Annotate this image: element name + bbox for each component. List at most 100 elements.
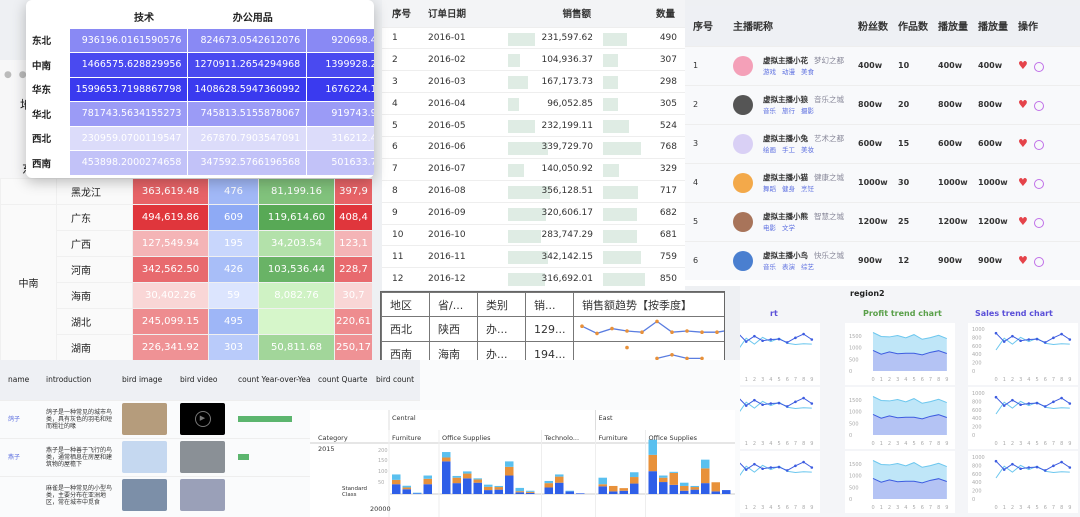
sales-amount: 104,936.37 xyxy=(541,54,593,65)
x-tick: 7 xyxy=(1052,377,1055,383)
popup-row: 西北 230959.0700119547 267870.7903547091 3162… xyxy=(26,125,374,151)
heart-icon[interactable]: ♥ xyxy=(1018,176,1028,189)
anchor-location: 艺术之都 xyxy=(814,134,844,143)
popup-table: 技术 办公用品 家 东北936196.0161590576824673.054261… xyxy=(26,6,374,176)
heart-icon[interactable]: ♥ xyxy=(1018,254,1028,268)
spark-cell: 办... xyxy=(477,316,526,342)
message-icon[interactable] xyxy=(1033,217,1044,228)
point xyxy=(810,402,814,405)
chart-bg xyxy=(968,387,1078,449)
anchor-tag[interactable]: 绘画 xyxy=(763,146,776,154)
anchor-tag[interactable]: 表演 xyxy=(782,263,795,272)
bird-name-link[interactable]: 鸽子 xyxy=(0,399,38,438)
bird-video[interactable] xyxy=(180,479,225,512)
popup-col-header: 办公用品 xyxy=(232,13,273,25)
window-controls[interactable]: ● ● ● xyxy=(4,70,44,80)
message-icon[interactable] xyxy=(1033,178,1044,189)
sparkline-cell xyxy=(573,316,724,342)
bird-header: count Quarter-over-Quarter xyxy=(310,360,368,400)
bird-video[interactable]: ▶ xyxy=(180,403,225,435)
anchor-tag[interactable]: 文学 xyxy=(782,224,795,232)
chart-bg xyxy=(740,323,820,385)
sales-data-bar xyxy=(508,251,549,265)
anchor-name[interactable]: 虚拟主播小兔 xyxy=(763,134,808,143)
quantity: 850 xyxy=(659,273,677,284)
x-tick: 9 xyxy=(810,441,813,447)
anchor-tag[interactable]: 音乐 xyxy=(763,263,776,272)
x-tick: 7 xyxy=(794,505,797,511)
anchor-name[interactable]: 虚拟主播小鸟 xyxy=(763,251,808,261)
y-tick: 50 xyxy=(378,480,385,487)
play-icon[interactable]: ▶ xyxy=(194,411,211,427)
bird-name-link[interactable]: 燕子 xyxy=(0,437,38,476)
sparkline-point xyxy=(715,330,719,334)
x-tick: 7 xyxy=(929,505,932,511)
anchor-tag[interactable]: 美妆 xyxy=(801,146,814,154)
anchor-tag[interactable]: 烹饪 xyxy=(801,185,814,193)
bird-video[interactable] xyxy=(180,441,225,473)
bird-header: introduction xyxy=(38,360,114,400)
sales-line-b xyxy=(995,336,1070,351)
quantity: 305 xyxy=(659,98,677,109)
bottom-tick: 20000 xyxy=(370,505,391,513)
heart-icon[interactable]: ♥ xyxy=(1018,59,1028,72)
avatar xyxy=(733,172,753,193)
bird-header: count Year-over-Year xyxy=(230,360,310,400)
message-icon[interactable] xyxy=(1033,139,1044,150)
heart-icon[interactable]: ♥ xyxy=(1018,137,1028,150)
yoy-bar xyxy=(238,454,249,460)
anchor-tag[interactable]: 动漫 xyxy=(782,68,795,76)
province-cell: 湖北 xyxy=(56,308,133,335)
anchor-name[interactable]: 虚拟主播小猫 xyxy=(763,173,808,182)
message-icon[interactable] xyxy=(1033,100,1044,111)
sales-line-a xyxy=(740,461,813,471)
sales-amount-cell: 320,606.17 xyxy=(506,201,601,225)
category-header: Technolo... xyxy=(544,434,580,442)
bird-image-cell xyxy=(114,437,172,476)
anchor-name[interactable]: 虚拟主播小花 xyxy=(763,56,808,65)
point xyxy=(769,466,773,469)
anchor-tag[interactable]: 舞蹈 xyxy=(763,185,776,193)
anchor-name[interactable]: 虚拟主播小狼 xyxy=(763,95,808,104)
popup-value-cell: 267870.7903547091 xyxy=(187,125,308,151)
x-tick: 5 xyxy=(913,441,916,447)
popup-value-cell: 501633.73201751 xyxy=(306,150,374,176)
bird-name-link[interactable] xyxy=(0,475,38,514)
bar-segment xyxy=(526,492,535,494)
anchor-tag[interactable]: 旅行 xyxy=(782,107,795,115)
anchor-tag[interactable]: 音乐 xyxy=(763,107,776,115)
point xyxy=(1019,403,1022,407)
order-date: 2016-06 xyxy=(418,135,506,159)
anchor-tag[interactable]: 综艺 xyxy=(801,263,814,272)
quantity: 717 xyxy=(659,186,677,197)
anchor-name-cell: 虚拟主播小兔 艺术之都绘画 手工 美妆 xyxy=(725,123,850,163)
anchor-tag[interactable]: 电影 xyxy=(763,224,776,232)
heart-icon[interactable]: ♥ xyxy=(1018,98,1028,111)
message-icon[interactable] xyxy=(1033,256,1044,267)
bird-image[interactable] xyxy=(122,403,167,435)
x-tick: 1 xyxy=(745,441,748,447)
point xyxy=(785,469,789,472)
anchor-tag[interactable]: 美食 xyxy=(801,68,814,76)
anchor-tag[interactable]: 手工 xyxy=(782,146,795,154)
anchor-tag[interactable]: 摄影 xyxy=(801,107,814,115)
x-tick: 2 xyxy=(1011,505,1014,511)
y-tick: 0 xyxy=(972,497,975,503)
bird-image[interactable] xyxy=(122,441,167,473)
heart-icon[interactable]: ♥ xyxy=(1018,215,1028,228)
anchor-tag[interactable]: 健身 xyxy=(782,185,795,193)
anchor-tag[interactable]: 游戏 xyxy=(763,68,776,76)
point xyxy=(753,398,756,402)
profit-cell: 81,199.16 xyxy=(258,178,335,205)
x-tick: 1 xyxy=(880,505,883,511)
quantity-data-bar xyxy=(603,98,619,112)
x-tick: 9 xyxy=(945,505,948,511)
message-icon[interactable] xyxy=(1033,61,1044,72)
x-tick: 3 xyxy=(761,505,764,511)
sales-amount: 339,729.70 xyxy=(541,142,593,153)
anchor-table: 序号 主播昵称 粉丝数 作品数 播放量 播放量 操作 1 虚拟主播小花 梦幻之都 游戏 动漫 美食 400… xyxy=(685,6,1080,280)
sales-amount: 96,052.85 xyxy=(547,98,593,109)
bird-image[interactable] xyxy=(122,479,167,512)
anchor-name[interactable]: 虚拟主播小熊 xyxy=(763,212,808,221)
